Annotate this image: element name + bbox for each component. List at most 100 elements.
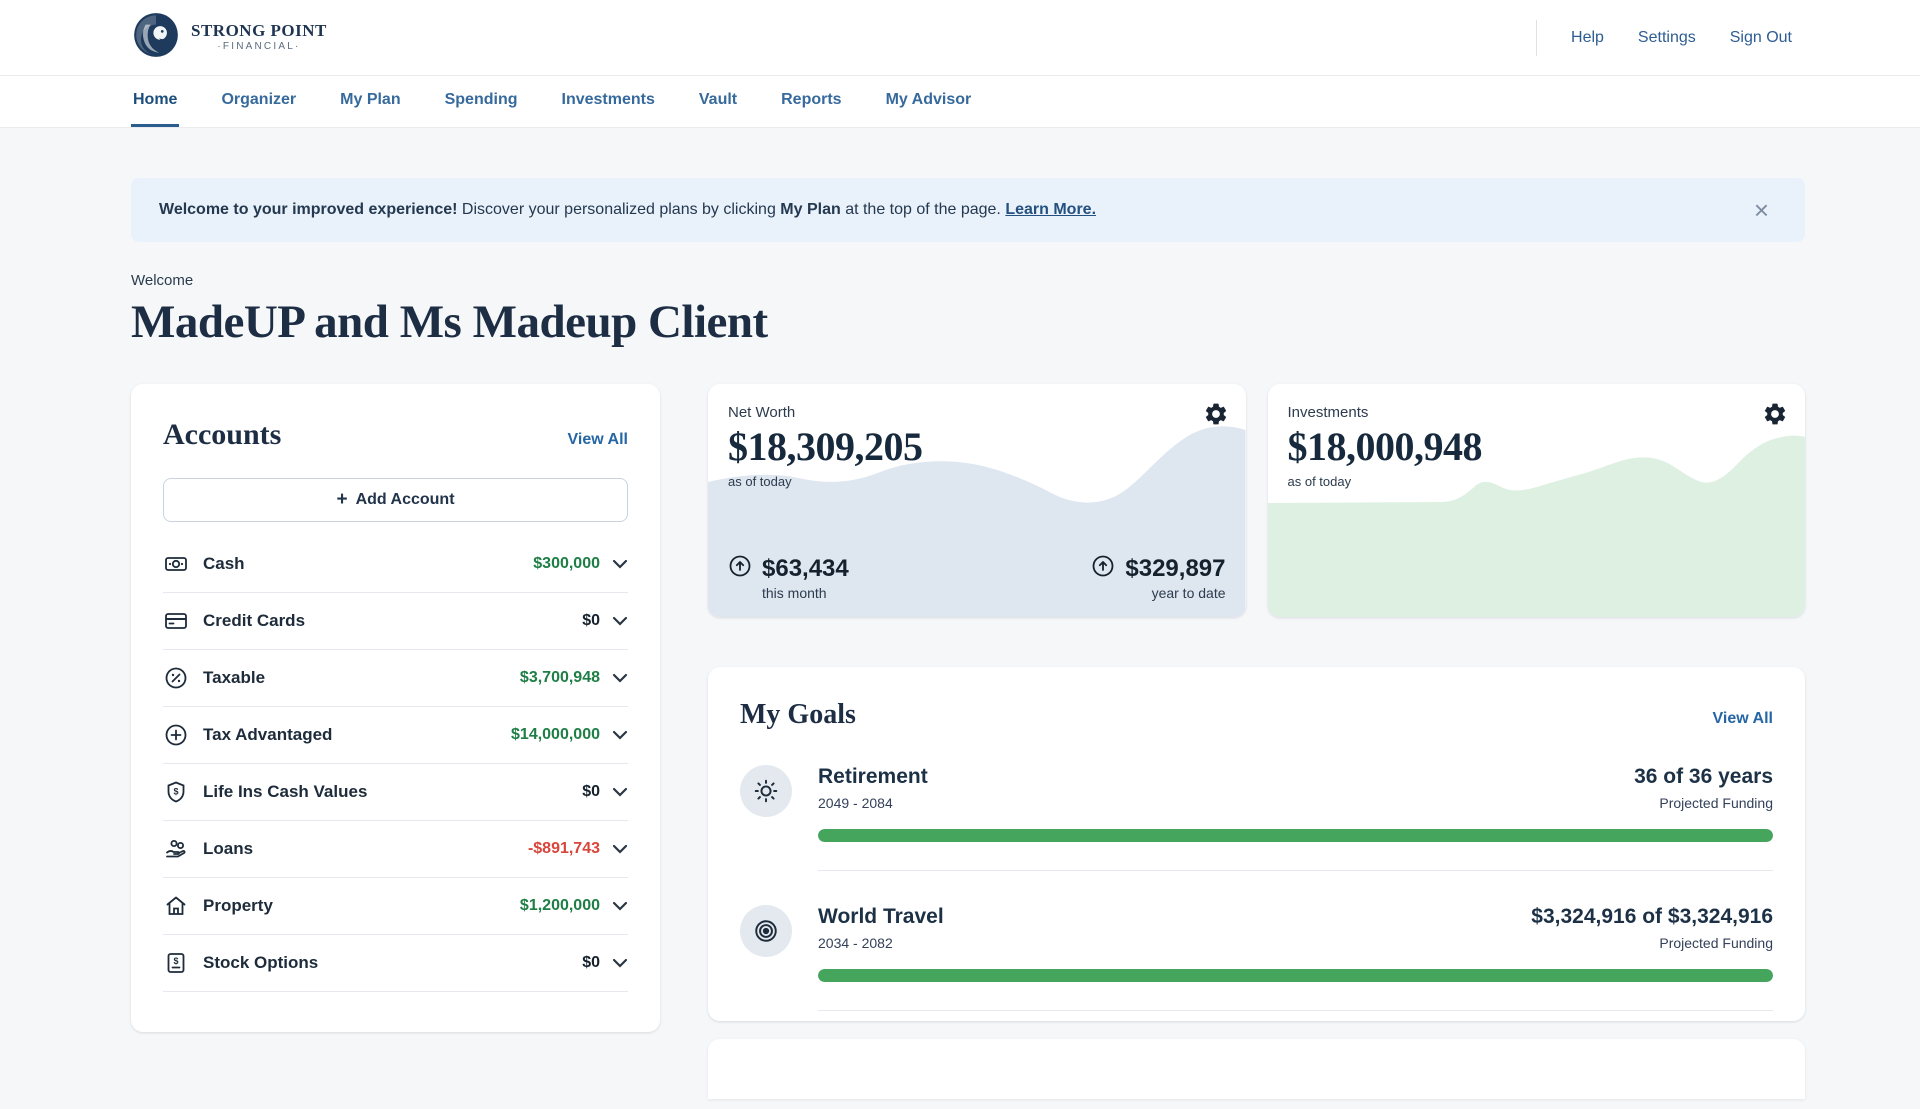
account-value: $300,000 (533, 555, 600, 572)
month-change-caption: this month (762, 585, 827, 601)
shield-dollar-icon: $ (163, 779, 189, 805)
investments-label: Investments (1287, 404, 1369, 421)
goals-view-all-link[interactable]: View All (1712, 710, 1773, 727)
next-card-partial (708, 1039, 1805, 1099)
add-account-label: Add Account (355, 491, 455, 508)
chevron-down-icon[interactable] (612, 958, 628, 968)
arrow-up-circle-icon (1091, 554, 1115, 583)
brand-subtitle: ·FINANCIAL· (217, 41, 301, 53)
svg-text:$: $ (173, 956, 178, 966)
ytd-change-caption: year to date (1151, 585, 1226, 601)
account-label: Tax Advantaged (203, 725, 333, 744)
plus-circle-icon (163, 722, 189, 748)
net-worth-ytd-stat: $329,897 year to date (1091, 554, 1226, 601)
account-row-tax-advantaged[interactable]: Tax Advantaged $14,000,000 (163, 707, 628, 764)
main-nav: Home Organizer My Plan Spending Investme… (0, 76, 1920, 128)
goal-title: Retirement (818, 765, 928, 788)
brand-name: STRONG POINT (191, 21, 327, 41)
goal-progress-fill (818, 969, 1773, 982)
accounts-view-all-link[interactable]: View All (567, 431, 628, 448)
tab-home[interactable]: Home (131, 76, 180, 127)
banner-bold-intro: Welcome to your improved experience! (159, 201, 458, 218)
net-worth-value: $18,309,205 (728, 424, 923, 469)
account-row-credit-cards[interactable]: Credit Cards $0 (163, 593, 628, 650)
account-row-stock-options[interactable]: $ Stock Options $0 (163, 935, 628, 992)
plus-icon: + (336, 489, 348, 510)
account-label: Credit Cards (203, 611, 306, 630)
tab-my-plan[interactable]: My Plan (340, 91, 401, 108)
goal-progress-fill (818, 829, 1773, 842)
goal-funding-caption: Projected Funding (1659, 795, 1773, 811)
help-link[interactable]: Help (1571, 28, 1604, 46)
chevron-down-icon[interactable] (612, 844, 628, 854)
main-content: Welcome to your improved experience! Dis… (0, 128, 1920, 1099)
account-value: $0 (582, 612, 600, 629)
tab-spending[interactable]: Spending (444, 91, 518, 108)
chevron-down-icon[interactable] (612, 673, 628, 683)
gear-icon[interactable] (1759, 398, 1791, 430)
chevron-down-icon[interactable] (612, 616, 628, 626)
chevron-down-icon[interactable] (612, 787, 628, 797)
tab-reports[interactable]: Reports (781, 91, 842, 108)
account-row-taxable[interactable]: Taxable $3,700,948 (163, 650, 628, 707)
goal-years: 2049 - 2084 (818, 795, 893, 811)
goal-title: World Travel (818, 905, 944, 928)
svg-text:$: $ (173, 787, 178, 797)
lion-logo-icon (131, 10, 181, 65)
account-row-property[interactable]: Property $1,200,000 (163, 878, 628, 935)
ytd-change-value: $329,897 (1125, 554, 1226, 582)
account-value: $0 (582, 783, 600, 800)
banner-body-1: Discover your personalized plans by clic… (457, 201, 781, 218)
goal-years: 2034 - 2082 (818, 935, 893, 951)
banner-bold-my-plan: My Plan (780, 201, 841, 218)
chevron-down-icon[interactable] (612, 559, 628, 569)
account-value: $0 (582, 954, 600, 971)
account-label: Stock Options (203, 953, 319, 972)
chevron-down-icon[interactable] (612, 730, 628, 740)
net-worth-month-stat: $63,434 this month (728, 554, 849, 601)
welcome-banner: Welcome to your improved experience! Dis… (131, 178, 1805, 242)
account-label: Property (203, 896, 273, 915)
settings-link[interactable]: Settings (1637, 28, 1696, 46)
accounts-list: Cash $300,000 Credit Cards $0 (155, 536, 636, 992)
tab-organizer[interactable]: Organizer (221, 91, 297, 108)
banner-body-2: at the top of the page. (840, 201, 1006, 218)
add-account-button[interactable]: + Add Account (163, 478, 628, 522)
tab-investments[interactable]: Investments (561, 91, 655, 108)
close-icon[interactable]: × (1753, 195, 1769, 225)
sign-out-link[interactable]: Sign Out (1729, 28, 1792, 46)
investments-area-chart (1267, 435, 1805, 617)
goal-item-retirement[interactable]: Retirement 2049 - 2084 36 of 36 years Pr… (740, 731, 1773, 871)
tab-vault[interactable]: Vault (698, 91, 738, 108)
investments-as-of: as of today (1287, 474, 1352, 489)
goals-heading: My Goals (740, 699, 856, 730)
account-row-loans[interactable]: Loans -$891,743 (163, 821, 628, 878)
account-row-life-ins[interactable]: $ Life Ins Cash Values $0 (163, 764, 628, 821)
account-label: Taxable (203, 668, 266, 687)
gear-icon[interactable] (1200, 398, 1232, 430)
chevron-down-icon[interactable] (612, 901, 628, 911)
learn-more-link[interactable]: Learn More. (1005, 201, 1097, 218)
sun-icon (740, 765, 792, 817)
arrow-up-circle-icon (728, 554, 752, 583)
net-worth-area-chart (708, 426, 1246, 617)
account-label: Cash (203, 554, 245, 573)
account-value: $3,700,948 (519, 669, 600, 686)
account-label: Life Ins Cash Values (203, 782, 368, 801)
account-row-cash[interactable]: Cash $300,000 (163, 536, 628, 593)
month-change-value: $63,434 (762, 554, 849, 582)
cash-icon (163, 551, 189, 577)
goal-funding-caption: Projected Funding (1659, 935, 1773, 951)
goal-progress-bar (818, 969, 1773, 982)
account-value: $14,000,000 (511, 726, 600, 743)
accounts-card: Accounts View All + Add Account Cash $30… (131, 384, 660, 1032)
brand[interactable]: STRONG POINT ·FINANCIAL· (131, 10, 327, 65)
goal-item-world-travel[interactable]: World Travel 2034 - 2082 $3,324,916 of $… (740, 871, 1773, 1011)
credit-card-icon (163, 608, 189, 634)
account-value: $1,200,000 (519, 897, 600, 914)
tab-my-advisor[interactable]: My Advisor (885, 91, 972, 108)
goal-funding-summary: $3,324,916 of $3,324,916 (1531, 905, 1773, 928)
stock-doc-icon: $ (163, 950, 189, 976)
goal-funding-summary: 36 of 36 years (1634, 765, 1773, 788)
bullseye-icon (740, 905, 792, 957)
